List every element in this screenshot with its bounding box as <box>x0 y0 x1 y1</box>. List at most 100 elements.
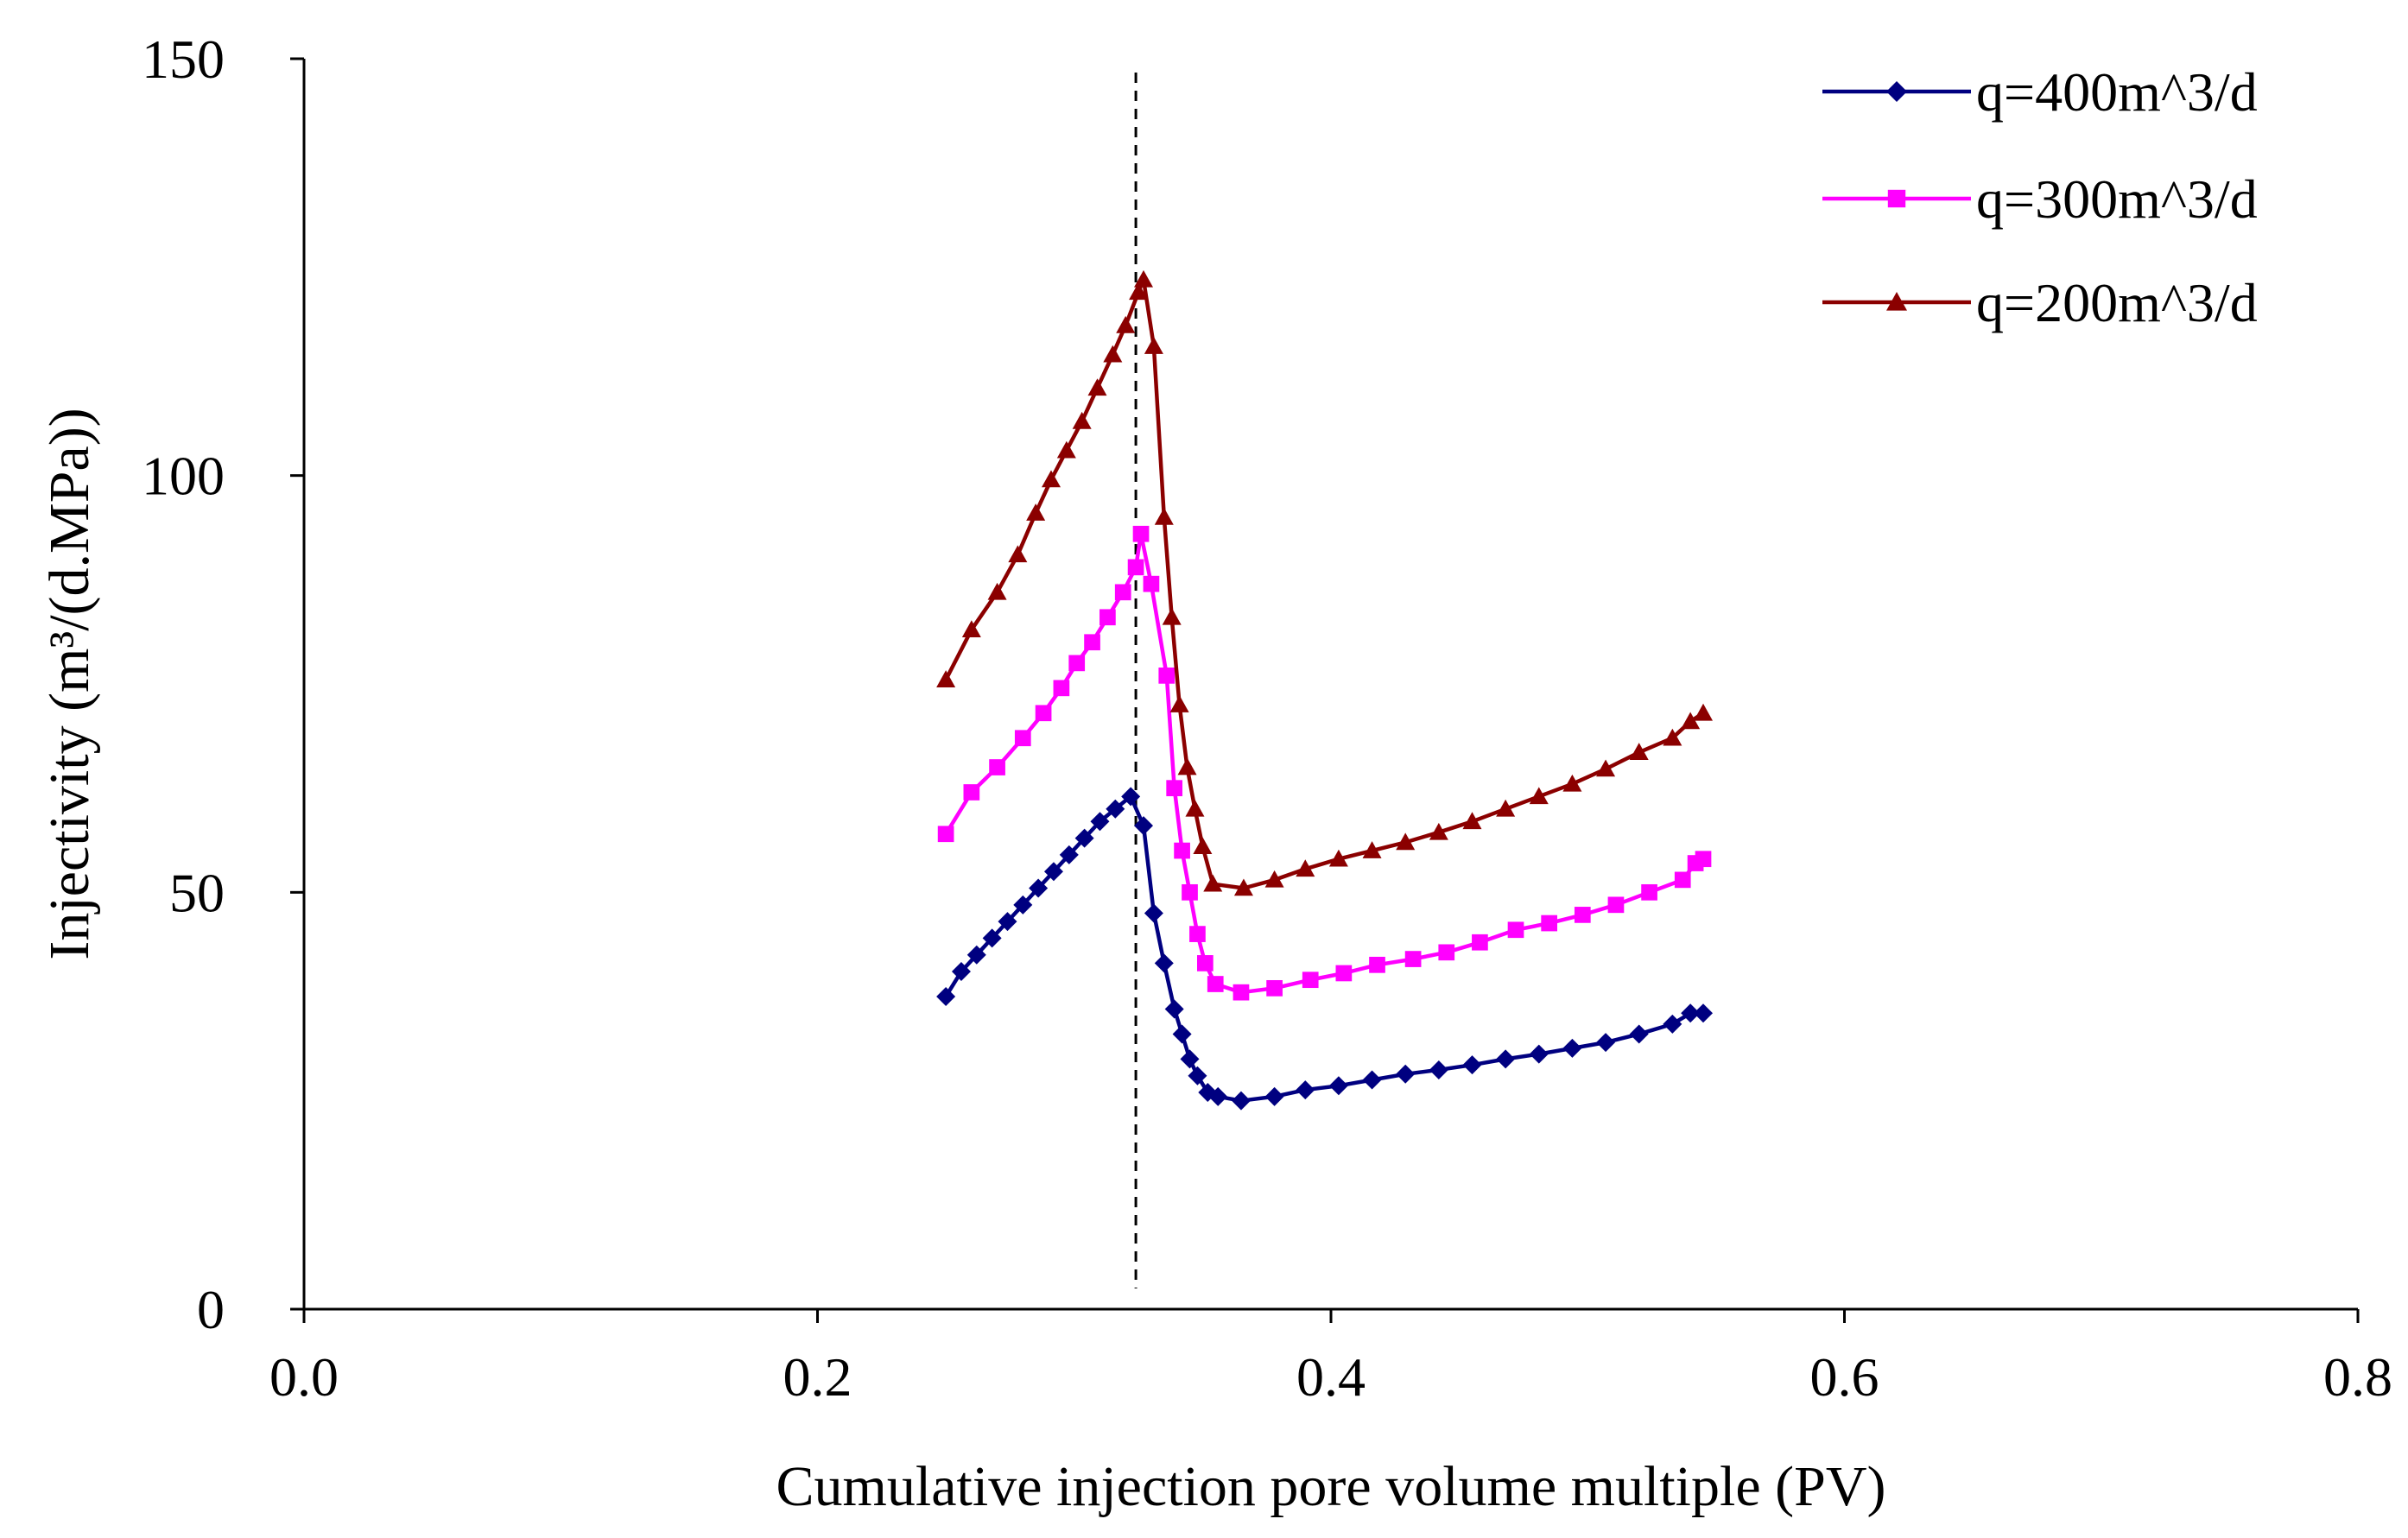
y-axis-title: Injectivity (m³/(d.MPa)) <box>38 408 101 959</box>
data-point <box>1174 842 1190 859</box>
data-point <box>1203 874 1223 892</box>
data-point <box>1169 695 1189 712</box>
y-ticks: 0 50 100 150 <box>142 28 304 1340</box>
data-point <box>1158 667 1175 684</box>
series-line <box>944 531 1705 995</box>
data-point <box>1596 1033 1616 1053</box>
x-tick-label: 0.0 <box>269 1346 339 1408</box>
data-point <box>1166 780 1183 797</box>
data-point <box>998 912 1017 932</box>
data-point <box>1129 282 1149 301</box>
data-point <box>1121 787 1141 807</box>
data-point <box>1674 871 1691 889</box>
data-point <box>1144 337 1163 354</box>
data-point <box>1154 953 1174 973</box>
series-line <box>944 277 1705 890</box>
y-tick-label: 50 <box>169 862 225 923</box>
data-point <box>1681 712 1701 730</box>
data-point <box>1607 896 1625 914</box>
data-point <box>1026 503 1046 521</box>
data-point <box>1090 812 1110 832</box>
y-tick-label: 150 <box>142 28 225 90</box>
data-point <box>951 962 971 982</box>
data-point <box>1074 828 1094 848</box>
data-point <box>1328 849 1348 867</box>
data-point <box>1362 1070 1382 1090</box>
y-tick-label: 100 <box>142 446 225 507</box>
data-point <box>1641 883 1657 901</box>
data-point <box>1694 1003 1714 1023</box>
data-point <box>1596 759 1616 777</box>
data-point <box>1099 609 1116 626</box>
legend-label: q=200m^3/d <box>1976 272 2258 333</box>
data-point <box>936 670 956 687</box>
data-point <box>1127 559 1144 576</box>
series-layer <box>936 269 1714 1111</box>
x-tick-label: 0.4 <box>1296 1346 1366 1408</box>
x-ticks: 0.0 0.2 0.4 0.6 0.8 <box>269 1309 2392 1408</box>
data-point <box>1068 655 1086 672</box>
data-point <box>1208 1086 1228 1106</box>
data-point <box>1629 1024 1649 1044</box>
data-point <box>1562 774 1582 792</box>
data-point <box>1296 1080 1315 1100</box>
data-point <box>1041 470 1061 488</box>
data-point <box>1084 634 1100 651</box>
data-point <box>1056 440 1076 459</box>
data-point <box>1132 525 1150 542</box>
data-point <box>1328 1076 1348 1096</box>
data-point <box>1144 903 1163 923</box>
data-point <box>1438 944 1455 961</box>
data-point <box>936 987 956 1006</box>
data-point <box>1014 730 1031 747</box>
axes <box>302 59 2358 1311</box>
data-point <box>1164 999 1184 1019</box>
legend-item: q=400m^3/d <box>1822 61 2258 123</box>
data-point <box>1180 1049 1200 1069</box>
y-tick-label: 0 <box>197 1279 225 1340</box>
x-tick-label: 0.6 <box>1810 1346 1879 1408</box>
data-point <box>1264 870 1284 888</box>
data-point <box>1172 1024 1192 1044</box>
data-point <box>1681 1003 1701 1023</box>
x-axis-title: Cumulative injection pore volume multipl… <box>776 1455 1886 1518</box>
data-point <box>1887 189 1906 208</box>
data-point <box>1362 841 1382 858</box>
legend-item: q=200m^3/d <box>1822 272 2258 333</box>
data-point <box>1886 81 1907 102</box>
data-point <box>1196 955 1214 972</box>
data-point <box>989 759 1005 775</box>
data-point <box>1134 816 1154 836</box>
data-point <box>1663 1014 1682 1034</box>
data-point <box>937 826 954 843</box>
data-point <box>1182 883 1198 901</box>
x-tick-label: 0.8 <box>2323 1346 2392 1408</box>
data-point <box>1154 507 1174 525</box>
series-0 <box>936 787 1714 1111</box>
data-point <box>1207 976 1224 992</box>
data-point <box>1562 1038 1582 1058</box>
data-point <box>1529 1044 1549 1064</box>
data-point <box>1043 862 1063 882</box>
data-point <box>1106 799 1125 819</box>
data-point <box>1185 799 1205 817</box>
data-point <box>1462 812 1482 830</box>
data-point <box>1302 972 1319 989</box>
data-point <box>1695 851 1712 868</box>
data-point <box>1694 703 1714 721</box>
data-point <box>1143 575 1160 592</box>
data-point <box>1029 878 1049 898</box>
data-point <box>1369 956 1385 973</box>
data-point <box>1059 845 1079 864</box>
data-point <box>1103 345 1123 363</box>
data-point <box>1507 921 1524 939</box>
data-point <box>1396 832 1416 851</box>
data-point <box>1053 680 1070 697</box>
data-point <box>987 582 1007 600</box>
data-point <box>1035 705 1052 722</box>
series-2 <box>936 269 1714 896</box>
data-point <box>1008 545 1028 563</box>
data-point <box>1429 1060 1448 1079</box>
data-point <box>1116 315 1136 333</box>
